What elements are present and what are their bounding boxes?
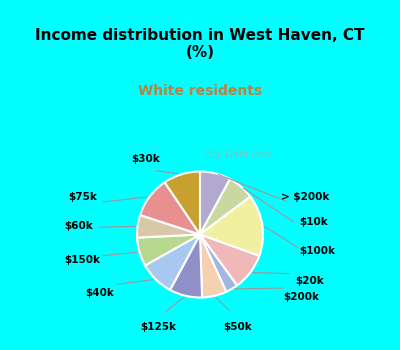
Wedge shape xyxy=(200,197,263,256)
Wedge shape xyxy=(200,179,250,235)
Text: $75k: $75k xyxy=(68,192,97,202)
Text: $60k: $60k xyxy=(64,221,92,231)
Text: $125k: $125k xyxy=(140,322,176,332)
Wedge shape xyxy=(200,234,226,298)
Text: $20k: $20k xyxy=(295,276,324,286)
Wedge shape xyxy=(170,234,202,298)
Text: Income distribution in West Haven, CT
(%): Income distribution in West Haven, CT (%… xyxy=(35,28,365,61)
Text: $10k: $10k xyxy=(299,217,328,227)
Wedge shape xyxy=(200,234,237,292)
Wedge shape xyxy=(140,182,200,234)
Text: $30k: $30k xyxy=(131,154,160,164)
Text: $200k: $200k xyxy=(283,293,319,302)
Text: City-Data.com: City-Data.com xyxy=(204,150,274,161)
Wedge shape xyxy=(145,234,200,290)
Text: > $200k: > $200k xyxy=(281,192,329,202)
Wedge shape xyxy=(137,234,200,265)
Text: $50k: $50k xyxy=(224,322,252,332)
Text: White residents: White residents xyxy=(138,84,262,98)
Wedge shape xyxy=(200,172,230,234)
Wedge shape xyxy=(137,215,200,238)
Text: $100k: $100k xyxy=(300,246,336,256)
Text: $40k: $40k xyxy=(85,288,114,298)
Wedge shape xyxy=(165,172,200,234)
Wedge shape xyxy=(200,234,259,286)
Text: $150k: $150k xyxy=(64,255,100,265)
